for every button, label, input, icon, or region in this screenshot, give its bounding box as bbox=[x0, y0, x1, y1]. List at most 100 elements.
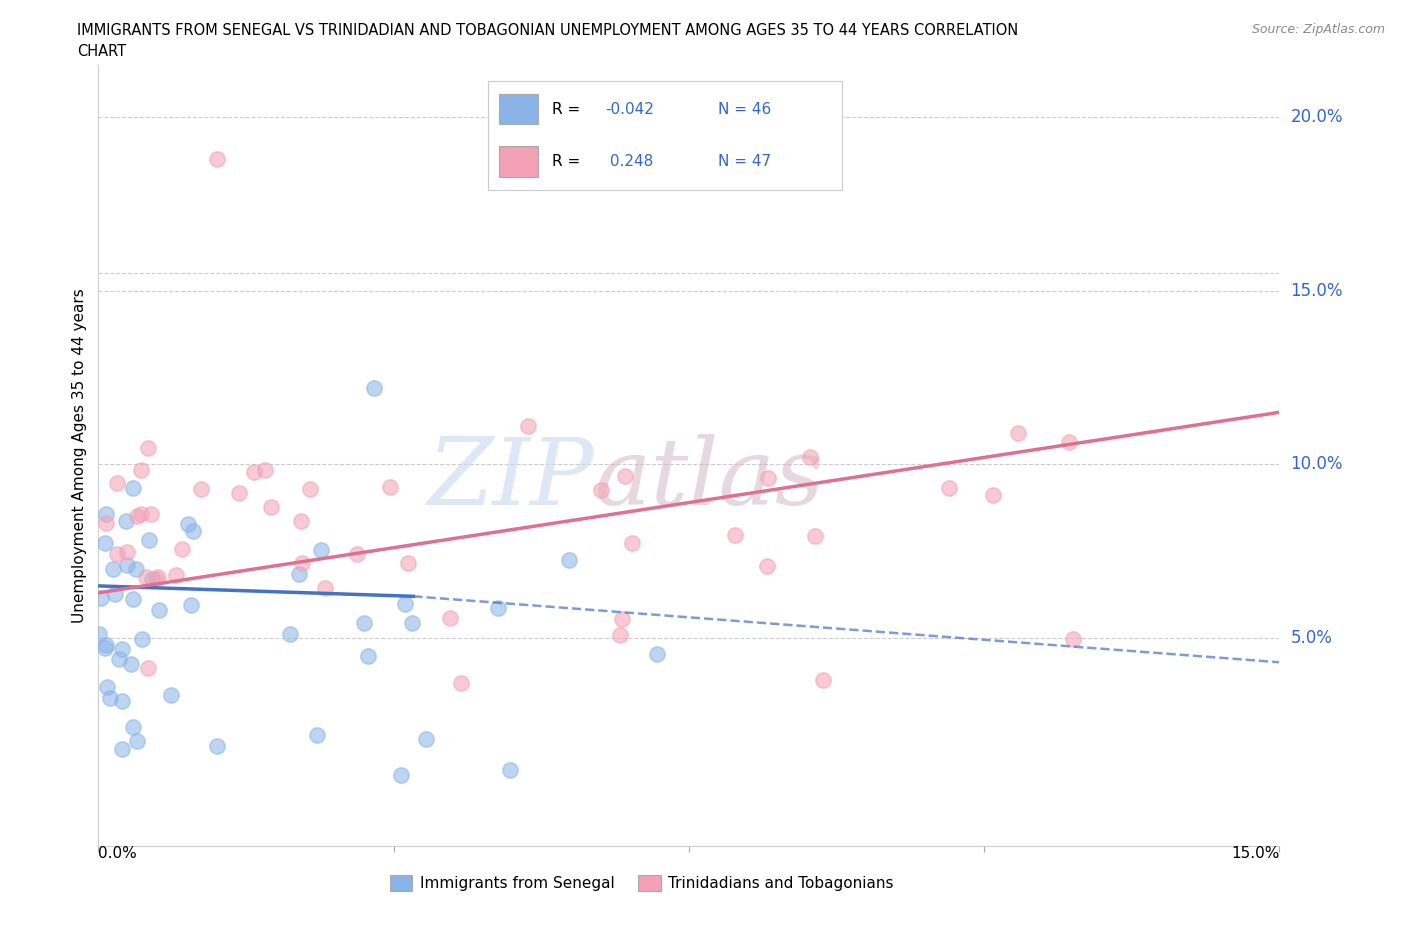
Point bbox=[101, 562, 124, 577]
Point bbox=[141, 571, 163, 586]
Point bbox=[145, 571, 167, 586]
Point bbox=[205, 152, 228, 166]
Point bbox=[228, 485, 250, 500]
Point bbox=[450, 676, 472, 691]
Point bbox=[499, 763, 522, 777]
Point bbox=[620, 536, 643, 551]
Point bbox=[645, 646, 668, 661]
Point bbox=[125, 509, 148, 524]
Point bbox=[129, 462, 152, 477]
Point bbox=[307, 728, 329, 743]
Point bbox=[177, 517, 200, 532]
Point bbox=[111, 641, 134, 656]
Text: ZIP: ZIP bbox=[427, 434, 595, 525]
Point bbox=[111, 741, 134, 756]
Text: CHART: CHART bbox=[77, 44, 127, 59]
Point bbox=[314, 580, 336, 595]
Point bbox=[96, 680, 118, 695]
Point bbox=[104, 587, 127, 602]
Point bbox=[613, 468, 636, 483]
Point bbox=[181, 524, 204, 538]
Text: Source: ZipAtlas.com: Source: ZipAtlas.com bbox=[1251, 23, 1385, 36]
Point bbox=[135, 569, 157, 584]
Point bbox=[136, 441, 159, 456]
Point bbox=[89, 626, 111, 641]
Point bbox=[115, 558, 138, 573]
Point bbox=[253, 462, 276, 477]
Point bbox=[105, 475, 128, 490]
Point bbox=[136, 660, 159, 675]
Point bbox=[159, 687, 181, 702]
Text: 20.0%: 20.0% bbox=[1291, 108, 1343, 126]
Point bbox=[121, 720, 143, 735]
Point bbox=[389, 767, 412, 782]
Point bbox=[148, 569, 170, 584]
Point bbox=[357, 648, 380, 663]
Point bbox=[172, 542, 194, 557]
Text: atlas: atlas bbox=[595, 434, 824, 525]
Point bbox=[94, 507, 117, 522]
Point bbox=[100, 691, 122, 706]
Point bbox=[291, 555, 314, 570]
Point bbox=[121, 481, 143, 496]
Point bbox=[1007, 426, 1029, 441]
Point bbox=[190, 481, 212, 496]
Point bbox=[346, 546, 368, 561]
Text: 15.0%: 15.0% bbox=[1291, 282, 1343, 299]
Point bbox=[439, 611, 461, 626]
Point bbox=[486, 601, 509, 616]
Point bbox=[260, 499, 283, 514]
Point bbox=[125, 734, 148, 749]
Point bbox=[724, 527, 747, 542]
Point bbox=[981, 487, 1004, 502]
Point bbox=[401, 616, 423, 631]
Point bbox=[1062, 631, 1084, 646]
Point bbox=[111, 693, 134, 708]
Point bbox=[141, 507, 163, 522]
Point bbox=[129, 507, 152, 522]
Point bbox=[108, 652, 131, 667]
Text: IMMIGRANTS FROM SENEGAL VS TRINIDADIAN AND TOBAGONIAN UNEMPLOYMENT AMONG AGES 35: IMMIGRANTS FROM SENEGAL VS TRINIDADIAN A… bbox=[77, 23, 1018, 38]
Point bbox=[609, 628, 631, 643]
Point bbox=[90, 591, 112, 605]
Text: 0.0%: 0.0% bbox=[98, 846, 138, 861]
Point bbox=[93, 641, 115, 656]
Legend: Immigrants from Senegal, Trinidadians and Tobagonians: Immigrants from Senegal, Trinidadians an… bbox=[384, 869, 900, 897]
Point bbox=[165, 567, 187, 582]
Point bbox=[120, 657, 142, 671]
Text: 5.0%: 5.0% bbox=[1291, 629, 1333, 647]
Point bbox=[756, 471, 779, 485]
Point bbox=[125, 562, 148, 577]
Point bbox=[591, 483, 613, 498]
Point bbox=[516, 418, 538, 433]
Point bbox=[353, 615, 375, 630]
Point bbox=[938, 481, 960, 496]
Point bbox=[811, 672, 834, 687]
Point bbox=[122, 591, 145, 606]
Point bbox=[117, 545, 139, 560]
Point bbox=[107, 546, 129, 561]
Point bbox=[288, 567, 311, 582]
Point bbox=[207, 738, 229, 753]
Point bbox=[363, 380, 385, 395]
Point bbox=[180, 597, 202, 612]
Point bbox=[94, 638, 117, 653]
Point bbox=[394, 596, 416, 611]
Point bbox=[803, 528, 825, 543]
Point bbox=[94, 515, 117, 530]
Point bbox=[138, 533, 160, 548]
Y-axis label: Unemployment Among Ages 35 to 44 years: Unemployment Among Ages 35 to 44 years bbox=[72, 288, 87, 623]
Point bbox=[378, 480, 401, 495]
Point bbox=[1057, 434, 1080, 449]
Point bbox=[131, 631, 153, 646]
Point bbox=[280, 627, 302, 642]
Point bbox=[610, 612, 633, 627]
Point bbox=[396, 555, 419, 570]
Point bbox=[755, 559, 778, 574]
Point bbox=[558, 552, 581, 567]
Point bbox=[309, 542, 332, 557]
Point bbox=[799, 449, 821, 464]
Point bbox=[115, 513, 138, 528]
Point bbox=[93, 536, 115, 551]
Text: 15.0%: 15.0% bbox=[1232, 846, 1279, 861]
